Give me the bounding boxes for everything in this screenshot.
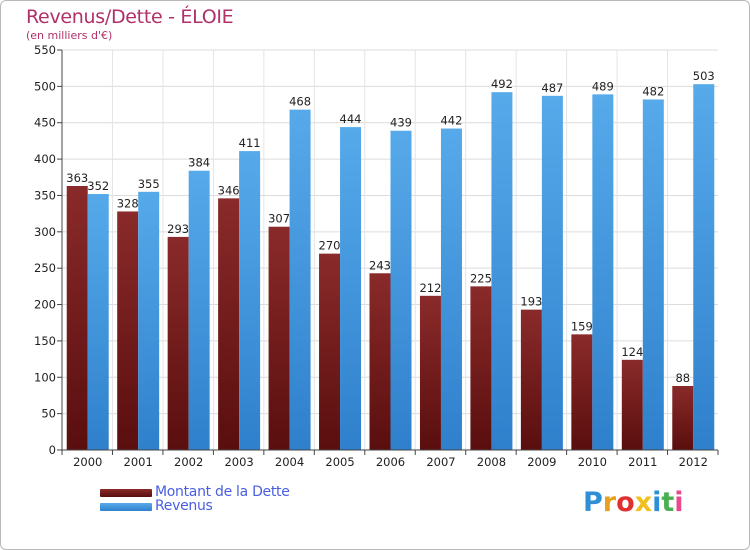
data-label-revenue-2003: 411 [239, 136, 261, 150]
bar-debt-2007 [419, 295, 441, 450]
logo-letter: x [634, 487, 653, 518]
bar-debt-2001 [117, 211, 139, 450]
proxiti-logo: Proxiti [583, 487, 684, 518]
data-label-revenue-2008: 492 [491, 77, 513, 91]
chart-title: Revenus/Dette - ÉLOIE [26, 6, 234, 28]
bar-debt-2000 [66, 186, 88, 450]
y-tick-label: 100 [34, 370, 56, 384]
axes: 0 50 100 150 200 250 300 350 400 450 500 550 2000 200… [34, 43, 719, 469]
bar-debt-2005 [319, 253, 341, 450]
bar-revenue-2006 [390, 130, 412, 450]
bar-revenue-2004 [289, 109, 311, 451]
data-label-revenue-2007: 442 [440, 114, 462, 128]
legend-label-debt: Montant de la Dette [155, 484, 290, 500]
data-label-debt-2006: 243 [369, 258, 391, 272]
data-label-revenue-2010: 489 [592, 79, 614, 93]
data-label-revenue-2009: 487 [541, 81, 563, 95]
data-label-debt-2008: 225 [470, 271, 492, 285]
data-label-debt-2010: 159 [571, 319, 593, 333]
bar-revenue-2000 [87, 194, 109, 450]
legend-label-revenue: Revenus [155, 498, 213, 514]
y-tick-label: 550 [34, 43, 56, 57]
bars [66, 84, 715, 451]
bar-debt-2008 [470, 286, 492, 450]
data-label-debt-2012: 88 [675, 371, 690, 385]
bar-debt-2009 [520, 309, 542, 450]
bar-revenue-2007 [440, 128, 462, 450]
y-tick-label: 350 [34, 188, 56, 202]
x-tick-label-2010: 2010 [578, 455, 607, 469]
bar-debt-2010 [571, 334, 593, 450]
logo-letter: r [602, 487, 617, 518]
logo-letter: i [674, 487, 684, 518]
bar-debt-2004 [268, 226, 290, 450]
bar-debt-2003 [218, 198, 240, 450]
bar-revenue-2003 [239, 151, 261, 450]
x-tick-label-2003: 2003 [224, 455, 253, 469]
data-label-revenue-2005: 444 [340, 112, 362, 126]
bar-revenue-2001 [138, 191, 160, 450]
x-tick-label-2005: 2005 [325, 455, 354, 469]
bar-debt-2012 [672, 386, 694, 450]
x-tick-label-2007: 2007 [426, 455, 455, 469]
x-tick-label-2001: 2001 [124, 455, 153, 469]
logo-letter: i [652, 487, 662, 518]
x-tick-label-2008: 2008 [477, 455, 506, 469]
bar-revenue-2012 [693, 84, 715, 450]
bar-debt-2011 [621, 359, 643, 450]
bar-revenue-2010 [592, 94, 614, 450]
y-tick-label: 150 [34, 334, 56, 348]
legend-swatch-revenue [100, 503, 152, 511]
logo-letter: o [616, 487, 635, 518]
logo-letter: t [661, 487, 675, 518]
data-label-revenue-2004: 468 [289, 95, 311, 109]
y-tick-label: 450 [34, 116, 56, 130]
data-label-debt-2011: 124 [621, 345, 643, 359]
y-tick-label: 500 [34, 79, 56, 93]
legend-swatch-debt [100, 489, 152, 497]
y-tick-label: 250 [34, 261, 56, 275]
data-label-debt-2001: 328 [117, 196, 139, 210]
x-tick-label-2006: 2006 [376, 455, 405, 469]
data-label-debt-2005: 270 [319, 239, 341, 253]
bar-debt-2006 [369, 273, 391, 450]
data-label-debt-2003: 346 [218, 183, 240, 197]
data-label-revenue-2011: 482 [642, 84, 664, 98]
bar-revenue-2002 [188, 170, 210, 450]
y-tick-label: 0 [49, 443, 56, 457]
chart-subtitle: (en milliers d'€) [26, 29, 113, 42]
bar-revenue-2005 [340, 127, 362, 450]
data-label-debt-2002: 293 [167, 222, 189, 236]
x-tick-label-2000: 2000 [73, 455, 102, 469]
data-label-revenue-2002: 384 [188, 156, 210, 170]
x-tick-label-2002: 2002 [174, 455, 203, 469]
data-label-debt-2009: 193 [520, 295, 542, 309]
data-label-debt-2007: 212 [419, 281, 441, 295]
y-tick-label: 50 [41, 407, 56, 421]
x-tick-label-2011: 2011 [628, 455, 657, 469]
x-tick-label-2004: 2004 [275, 455, 304, 469]
bar-debt-2002 [167, 236, 189, 450]
data-label-revenue-2012: 503 [693, 69, 715, 83]
y-tick-label: 400 [34, 152, 56, 166]
logo-letter: P [583, 487, 603, 518]
x-tick-label-2009: 2009 [527, 455, 556, 469]
bar-revenue-2011 [642, 99, 664, 451]
data-label-revenue-2006: 439 [390, 116, 412, 130]
data-label-debt-2000: 363 [66, 171, 88, 185]
bar-revenue-2009 [541, 95, 563, 451]
x-tick-label-2012: 2012 [679, 455, 708, 469]
data-label-debt-2004: 307 [268, 212, 290, 226]
data-label-revenue-2000: 352 [87, 179, 109, 193]
y-tick-label: 200 [34, 298, 56, 312]
y-tick-label: 300 [34, 225, 56, 239]
bar-revenue-2008 [491, 92, 513, 450]
data-label-revenue-2001: 355 [138, 177, 160, 191]
